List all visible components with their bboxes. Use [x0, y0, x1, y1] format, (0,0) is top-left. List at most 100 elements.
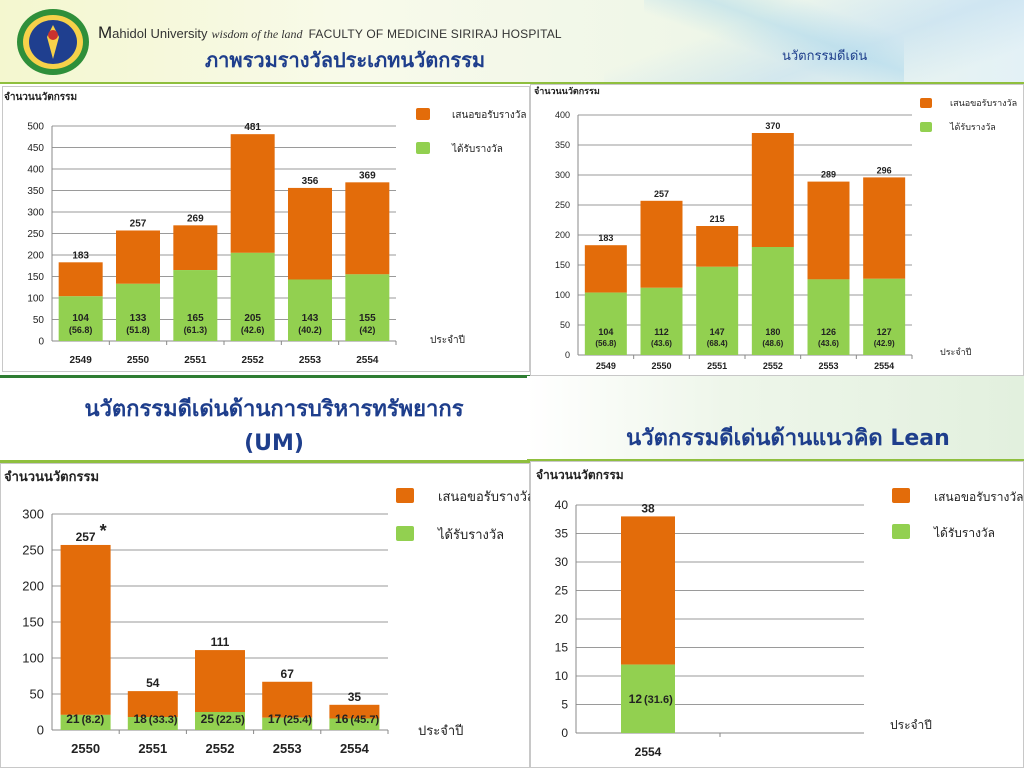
x-tick-label: 2551: [184, 355, 207, 366]
y-axis-label: จำนวนนวัตกรรม: [536, 468, 624, 482]
awarded-value-label: 155: [359, 313, 376, 324]
y-tick-label: 150: [27, 272, 44, 283]
awarded-percent-label: (42): [359, 325, 375, 335]
awarded-value-label: 133: [130, 313, 147, 324]
section-divider: [0, 460, 530, 463]
legend-submitted-label: เสนอขอรับรางวัล: [934, 490, 1023, 504]
bar-submitted: [345, 182, 390, 275]
chart-outstanding-innovation-awards: จำนวนนวัตกรรม 0 50 100 150 200 250 300 350 400 183…: [530, 84, 1024, 376]
bar-awarded: [345, 274, 390, 341]
y-axis-label: จำนวนนวัตกรรม: [4, 469, 99, 484]
bar-awarded: [807, 279, 850, 355]
bar-submitted: [116, 230, 160, 284]
y-tick-label: 50: [560, 320, 570, 330]
y-tick-label: 300: [27, 208, 44, 219]
asterisk-mark: *: [100, 521, 107, 541]
bar-awarded: [621, 664, 675, 733]
bar-awarded: [751, 247, 794, 355]
x-tick-label: 2550: [127, 355, 150, 366]
y-tick-label: 15: [555, 641, 569, 655]
y-tick-label: 500: [27, 122, 44, 133]
bar-submitted: [60, 544, 111, 715]
legend-submitted-swatch: [920, 98, 932, 108]
awarded-percent-label: (33.3): [149, 714, 178, 726]
bar-awarded: [584, 292, 627, 355]
bar-submitted: [195, 650, 245, 712]
y-tick-label: 50: [33, 315, 45, 326]
awarded-percent-label: (42.6): [241, 325, 265, 335]
chart-overall-innovation-awards: จำนวนนวัตกรรม 0 50 100 150 200 250 300 350 400 450…: [2, 86, 530, 372]
bar-submitted: [863, 177, 906, 279]
x-tick-label: 2550: [71, 741, 100, 756]
legend-submitted-swatch: [416, 108, 430, 120]
y-tick-label: 25: [555, 584, 569, 598]
total-value-label: 215: [710, 214, 725, 224]
y-tick-label: 350: [555, 140, 570, 150]
university-name-text: ahidol University: [112, 26, 208, 41]
bar-submitted: [640, 200, 683, 288]
bar-submitted: [230, 134, 275, 253]
x-tick-label: 2549: [70, 355, 93, 366]
bar-awarded: [640, 287, 683, 355]
total-value-label: 269: [187, 213, 204, 224]
legend-awarded-swatch: [920, 122, 932, 132]
corner-label: นวัตกรรมดีเด่น: [782, 49, 868, 64]
y-tick-label: 250: [555, 200, 570, 210]
awarded-percent-label: (61.3): [184, 325, 208, 335]
y-tick-label: 35: [555, 527, 569, 541]
university-motto: wisdom of the land: [211, 27, 303, 41]
y-tick-label: 250: [22, 543, 44, 558]
y-tick-label: 0: [37, 723, 44, 738]
y-tick-label: 400: [555, 110, 570, 120]
awarded-percent-label: (40.2): [298, 325, 322, 335]
header-swoosh: [644, 0, 904, 84]
x-tick-label: 2554: [356, 355, 379, 366]
awarded-percent-label: (42.9): [874, 339, 895, 348]
chart-lean-innovation-awards: จำนวนนวัตกรรม 0 5 10 15 20 25 30 35 40 38 12 (31.6) 2…: [530, 461, 1024, 768]
legend-submitted-label: เสนอขอรับรางวัล: [438, 489, 535, 504]
y-tick-label: 300: [22, 507, 44, 522]
x-axis-label: ประจำปี: [890, 718, 932, 732]
bar-awarded: [195, 712, 245, 730]
awarded-percent-label: (45.7): [350, 714, 379, 726]
section-divider: [527, 459, 1024, 461]
awarded-value-label: 18: [133, 712, 147, 726]
awarded-percent-label: (43.6): [651, 339, 672, 348]
awarded-percent-label: (68.4): [707, 339, 728, 348]
y-tick-label: 0: [561, 726, 568, 740]
y-tick-label: 30: [555, 555, 569, 569]
bar-awarded: [863, 278, 906, 355]
lean-title-band: [527, 376, 1024, 461]
total-value-label: 369: [359, 170, 376, 181]
total-value-label: 257: [130, 218, 147, 229]
legend-awarded-swatch: [416, 142, 430, 154]
awarded-value-label: 21: [66, 712, 80, 726]
y-tick-label: 300: [555, 170, 570, 180]
awarded-percent-label: (43.6): [818, 339, 839, 348]
total-value-label: 356: [302, 176, 319, 187]
y-tick-label: 150: [555, 260, 570, 270]
bar-submitted: [262, 681, 313, 718]
awarded-percent-label: (48.6): [762, 339, 783, 348]
y-tick-label: 200: [27, 251, 44, 262]
legend-awarded-swatch: [396, 526, 414, 541]
total-value-label: 54: [146, 676, 160, 690]
bar-awarded: [329, 718, 380, 730]
y-tick-label: 200: [22, 579, 44, 594]
bar-submitted: [807, 181, 850, 280]
y-tick-label: 200: [555, 230, 570, 240]
awarded-value-label: 104: [72, 313, 89, 324]
awarded-value-label: 147: [710, 327, 725, 337]
x-tick-label: 2552: [242, 355, 265, 366]
awarded-value-label: 17: [268, 712, 282, 726]
awarded-value-label: 25: [201, 712, 215, 726]
bar-awarded: [116, 283, 160, 341]
awarded-percent-label: (25.4): [283, 714, 312, 726]
bar-submitted: [58, 262, 103, 297]
bar-awarded: [696, 266, 739, 355]
lean-section-title: นวัตกรรมดีเด่นด้านแนวคิด Lean: [626, 426, 950, 451]
legend-submitted-label: เสนอขอรับรางวัล: [950, 98, 1017, 108]
legend-awarded-label: ได้รับรางวัล: [451, 143, 503, 155]
x-tick-label: 2550: [651, 361, 671, 371]
total-value-label: 370: [765, 121, 780, 131]
